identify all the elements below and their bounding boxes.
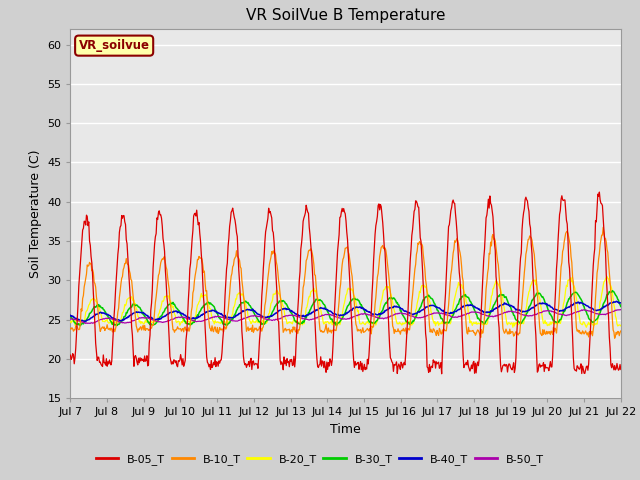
X-axis label: Time: Time (330, 423, 361, 436)
Y-axis label: Soil Temperature (C): Soil Temperature (C) (29, 149, 42, 278)
Legend: B-05_T, B-10_T, B-20_T, B-30_T, B-40_T, B-50_T: B-05_T, B-10_T, B-20_T, B-30_T, B-40_T, … (92, 450, 548, 469)
Text: VR_soilvue: VR_soilvue (79, 39, 150, 52)
Title: VR SoilVue B Temperature: VR SoilVue B Temperature (246, 9, 445, 24)
